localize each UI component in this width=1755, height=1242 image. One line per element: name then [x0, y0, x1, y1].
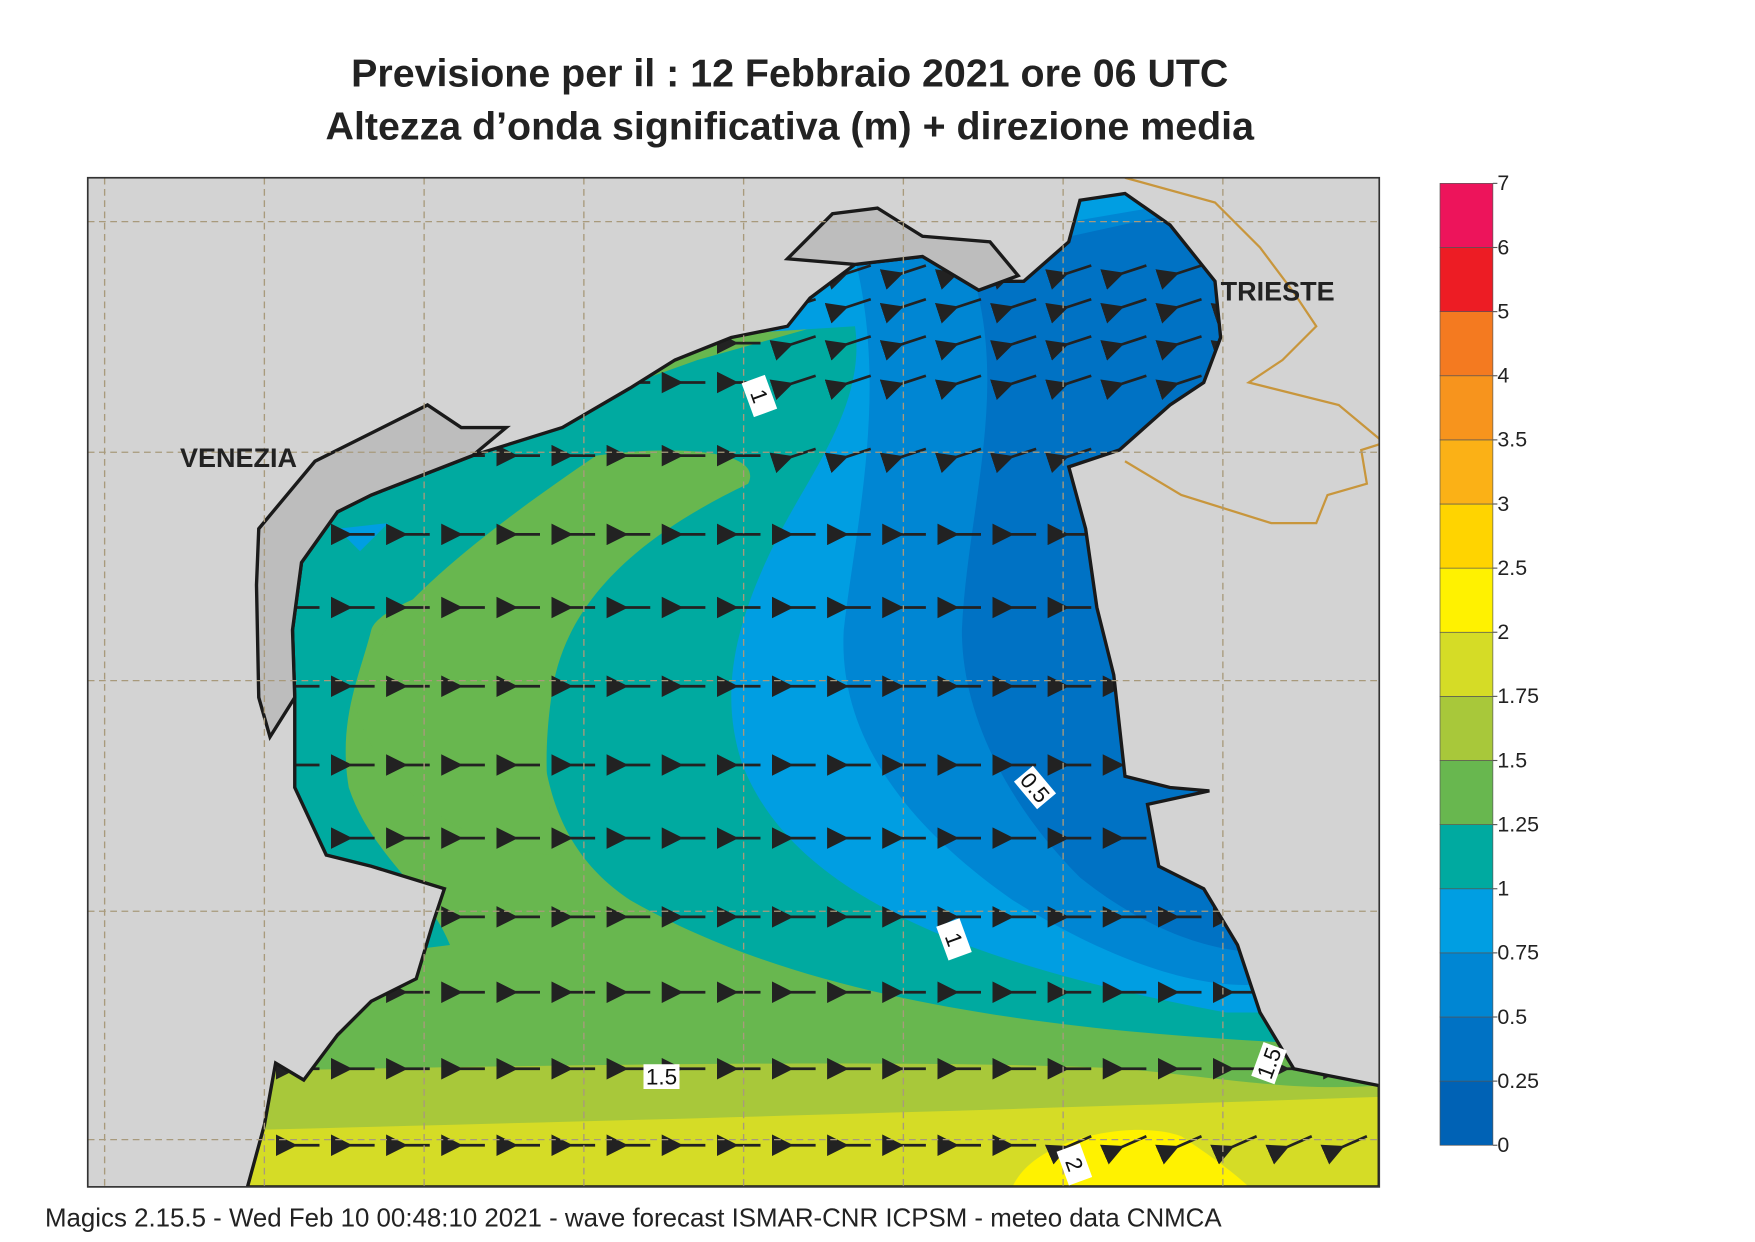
- contour-label: 1: [936, 918, 972, 961]
- colorbar-segment: [1439, 567, 1494, 633]
- arrow: [824, 335, 872, 361]
- colorbar-label: 0.25: [1497, 1069, 1539, 1093]
- colorbar-segment: [1439, 888, 1494, 954]
- colorbar-label: 0.75: [1497, 941, 1539, 965]
- arrow: [1265, 1135, 1313, 1165]
- arrow: [990, 374, 1037, 400]
- arrow: [1320, 1135, 1368, 1165]
- colorbar-label: 0.5: [1497, 1005, 1527, 1029]
- arrow: [1045, 374, 1092, 400]
- arrow: [769, 374, 817, 400]
- arrow: [990, 335, 1037, 361]
- arrow: [879, 374, 927, 400]
- arrow: [879, 264, 927, 290]
- colorbar-label: 1: [1497, 877, 1509, 901]
- map-frame: [86, 176, 1381, 1188]
- label-box: [741, 374, 778, 418]
- arrow: [1155, 1135, 1203, 1165]
- title: Previsione per il : 12 Febbraio 2021 ore…: [351, 52, 1228, 96]
- subtitle: Altezza d’onda significativa (m) + direz…: [326, 105, 1256, 149]
- graticule: [87, 177, 1380, 1187]
- colorbar-label: 3.5: [1497, 428, 1527, 452]
- place-label: VENEZIA: [180, 443, 297, 473]
- colorbar-label: 4: [1497, 364, 1509, 388]
- zone: [355, 450, 751, 855]
- colorbar-segment: [1439, 503, 1494, 569]
- colorbar-label: 1.25: [1497, 812, 1539, 836]
- arrow: [1100, 297, 1147, 324]
- colorbar-segment: [1439, 375, 1494, 441]
- venice-lagoon: [254, 403, 511, 741]
- colorbar-label: 2.5: [1497, 556, 1527, 580]
- contour-label: 1: [741, 374, 778, 418]
- colorbar-label: 5: [1497, 299, 1509, 323]
- colorbar-segment: [1439, 760, 1494, 825]
- arrow: [934, 374, 982, 400]
- arrow: [1155, 335, 1202, 361]
- arrow: [1100, 264, 1147, 290]
- map: [87, 177, 1380, 1187]
- colorbar-segment: [1439, 311, 1494, 377]
- colorbar-label: 7: [1497, 171, 1509, 195]
- arrow: [1210, 1135, 1258, 1165]
- colorbar-segment: [1439, 183, 1494, 248]
- colorbar-segment: [1439, 631, 1494, 697]
- colorbar-label: 0: [1497, 1133, 1509, 1157]
- label-box: [1013, 765, 1057, 810]
- border: [1124, 177, 1380, 525]
- arrow: [934, 335, 982, 361]
- label-box: [1056, 1143, 1093, 1186]
- arrow: [1155, 374, 1202, 400]
- colorbar-segment: [1439, 952, 1494, 1018]
- place-label: TRIESTE: [1221, 276, 1335, 306]
- contour-value: 1.5: [646, 1065, 677, 1090]
- contour-label: 1.5: [643, 1064, 680, 1090]
- arrow: [1100, 374, 1147, 400]
- colorbar: 0 0.25 0.5 0.75 1 1.25 1.5 1.75 2 2.5 3 3.5 4 5 6 7: [1439, 171, 1539, 1157]
- label-box: [936, 918, 972, 961]
- arrow: [769, 335, 817, 361]
- arrow: [1045, 335, 1092, 361]
- colorbar-segment: [1439, 1016, 1494, 1082]
- label-box: [1251, 1041, 1287, 1085]
- arrow: [990, 297, 1037, 324]
- arrow: [1045, 297, 1092, 324]
- arrow: [1100, 335, 1147, 361]
- arrow: [1099, 1135, 1147, 1165]
- colorbar-label: 1.75: [1497, 684, 1539, 708]
- colorbar-label: 1.5: [1497, 748, 1527, 772]
- arrow: [824, 374, 872, 400]
- colorbar-segment: [1439, 696, 1494, 761]
- colorbar-segment: [1439, 1080, 1494, 1146]
- footer: Magics 2.15.5 - Wed Feb 10 00:48:10 2021…: [45, 1204, 1222, 1232]
- arrow: [1155, 264, 1202, 290]
- arrow: [1155, 297, 1202, 324]
- arrow: [1045, 264, 1092, 290]
- colorbar-segment: [1439, 824, 1494, 890]
- colorbar-segment: [1439, 247, 1494, 312]
- colorbar-label: 2: [1497, 620, 1509, 644]
- colorbar-segment: [1439, 439, 1494, 505]
- colorbar-label: 3: [1497, 492, 1509, 516]
- label-box: [643, 1064, 680, 1089]
- arrow: [824, 297, 872, 324]
- arrow: [824, 264, 872, 290]
- colorbar-label: 6: [1497, 235, 1509, 259]
- arrow: [934, 297, 982, 324]
- arrow: [879, 335, 927, 361]
- contour-label: 2: [1056, 1143, 1093, 1186]
- arrow: [879, 297, 927, 324]
- arrow: [1044, 1135, 1092, 1165]
